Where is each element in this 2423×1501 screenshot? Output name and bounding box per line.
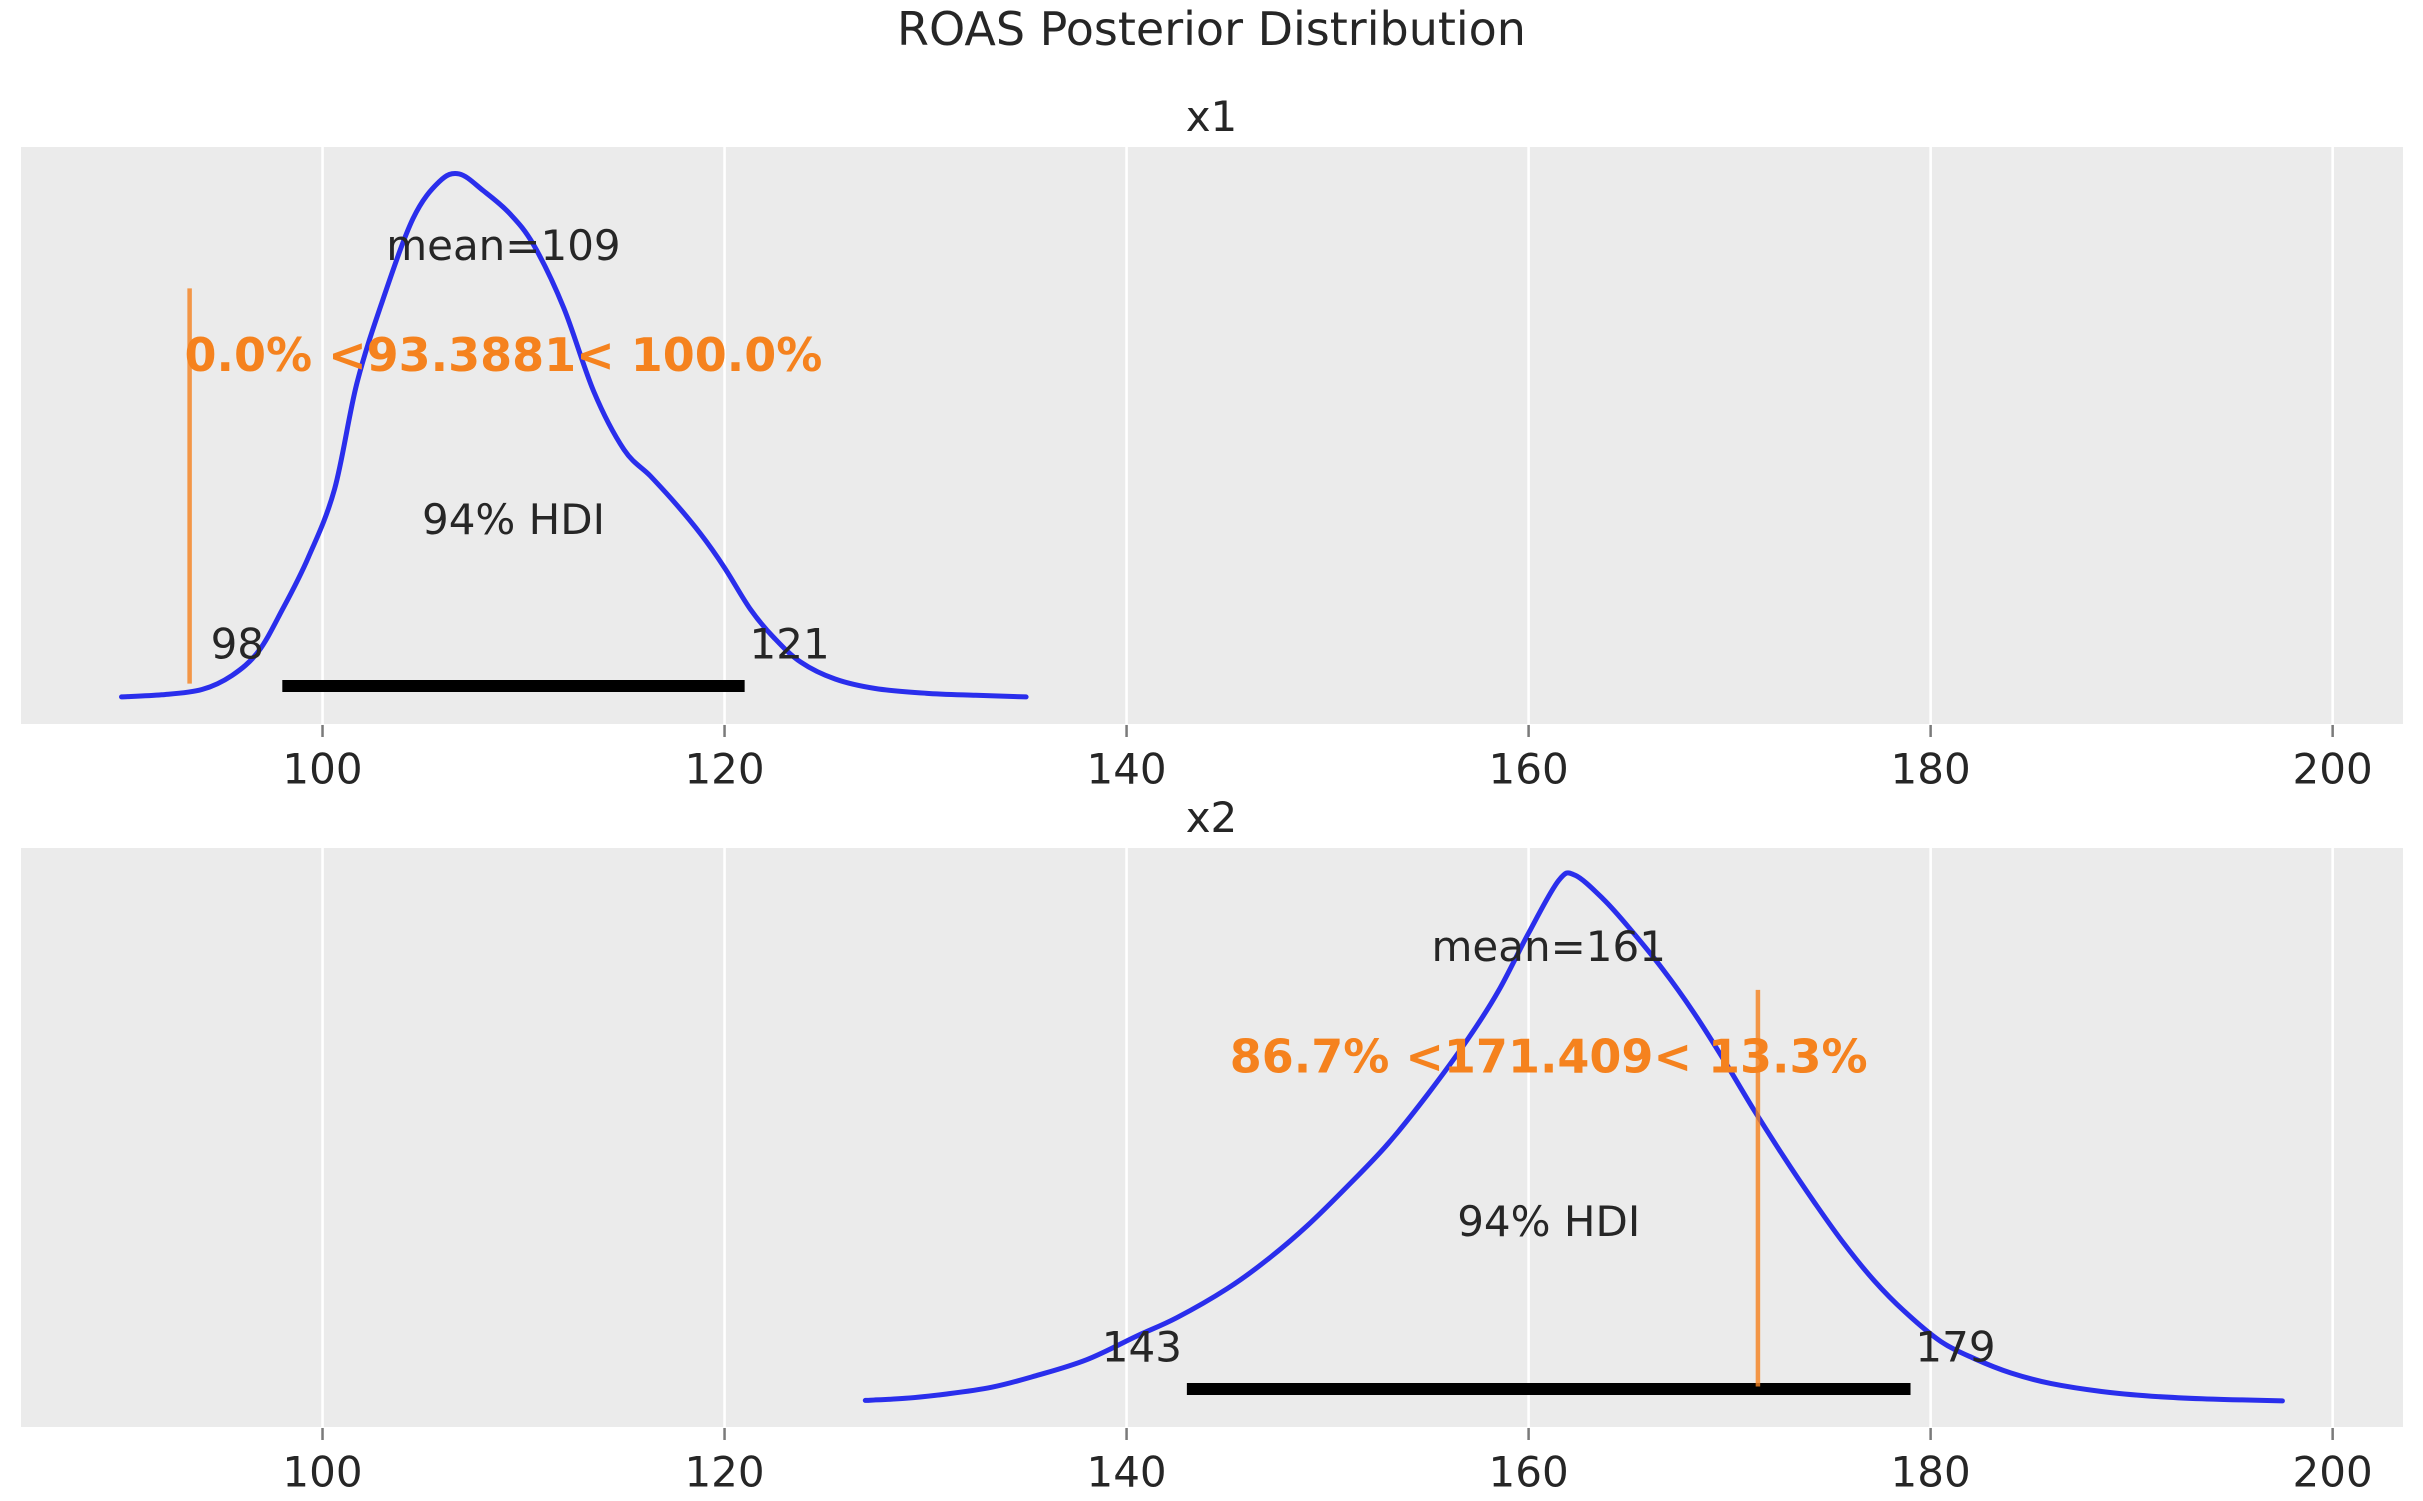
x1-tick-label-100: 100 [282,745,362,794]
x2-hdi-label: 94% HDI [1457,1197,1640,1246]
x2-tick-label-180: 180 [1891,1448,1971,1497]
x2-plot-background [21,848,2403,1427]
x1-tick-label-120: 120 [684,745,764,794]
x1-hdi-label: 94% HDI [422,495,605,544]
x1-tick-label-180: 180 [1891,745,1971,794]
x2-tick-label-200: 200 [2293,1448,2373,1497]
x2-hdi-low-label: 143 [1102,1323,1182,1372]
x1-tick-label-200: 200 [2293,745,2373,794]
x2-mean-label: mean=161 [1431,922,1665,971]
x1-ref-value-label: 0.0% <93.3881< 100.0% [185,328,823,382]
x1-tick-label-140: 140 [1086,745,1166,794]
x2-tick-label-100: 100 [282,1448,362,1497]
x1-tick-label-160: 160 [1489,745,1569,794]
x2-tick-label-160: 160 [1489,1448,1569,1497]
figure-title: ROAS Posterior Distribution [897,2,1526,56]
x2-tick-label-120: 120 [684,1448,764,1497]
x2-kde-curve [862,870,2285,1404]
x1-mean-label: mean=109 [386,221,620,270]
x2-hdi-high-label: 179 [1915,1323,1995,1372]
x2-ref-value-label: 86.7% <171.409< 13.3% [1230,1030,1868,1084]
x1-hdi-high-label: 121 [750,620,830,669]
subplot-x2-title: x2 [1185,793,1238,842]
x1-plot-background [21,147,2403,724]
x1-kde-curve [119,170,1029,700]
x1-hdi-low-label: 98 [211,620,264,669]
x2-tick-label-140: 140 [1086,1448,1166,1497]
subplot-x1-title: x1 [1185,92,1238,141]
